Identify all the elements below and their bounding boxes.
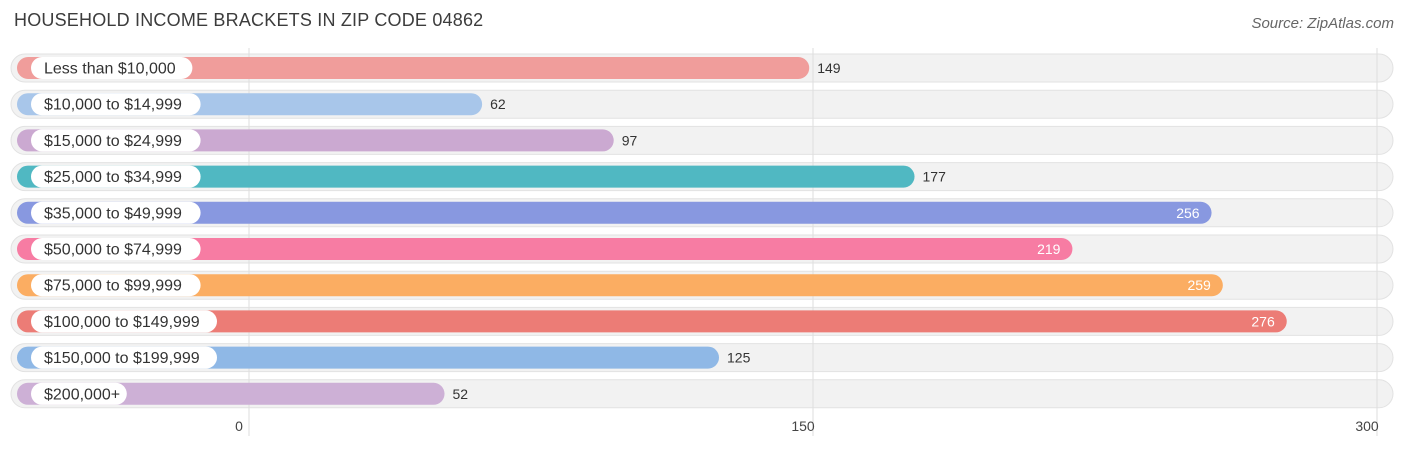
chart-source: Source: ZipAtlas.com (1251, 15, 1394, 32)
category-label: $100,000 to $149,999 (44, 314, 200, 331)
category-pill (31, 129, 201, 152)
value-label: 256 (1176, 205, 1200, 221)
category-pill (31, 57, 193, 79)
value-label: 259 (1187, 277, 1211, 293)
category-pill (31, 274, 201, 297)
value-label: 276 (1251, 313, 1275, 329)
category-pill (31, 238, 201, 260)
category-pill (31, 346, 217, 369)
category-label: Less than $10,000 (44, 61, 176, 78)
category-label: $150,000 to $199,999 (44, 350, 200, 367)
category-pill (31, 310, 217, 333)
value-label: 125 (727, 350, 751, 366)
category-pill (31, 93, 201, 116)
category-label: $25,000 to $34,999 (44, 169, 182, 186)
category-label: $15,000 to $24,999 (44, 133, 182, 150)
category-label: $10,000 to $14,999 (44, 97, 182, 114)
value-label: 97 (622, 132, 638, 148)
category-label: $200,000+ (44, 386, 120, 403)
bar (17, 165, 915, 188)
value-label: 62 (490, 96, 506, 112)
category-pill (31, 382, 127, 405)
category-label: $35,000 to $49,999 (44, 205, 182, 222)
bar (17, 274, 1223, 297)
tick-label: 150 (791, 418, 815, 434)
category-label: $50,000 to $74,999 (44, 242, 182, 259)
value-label: 52 (453, 386, 469, 402)
value-label: 149 (817, 60, 841, 76)
chart-title: HOUSEHOLD INCOME BRACKETS IN ZIP CODE 04… (14, 10, 484, 30)
category-pill (31, 201, 201, 224)
tick-label: 0 (235, 418, 243, 434)
category-label: $75,000 to $99,999 (44, 278, 182, 295)
bar (17, 201, 1212, 224)
bar (17, 238, 1073, 260)
tick-label: 300 (1355, 418, 1379, 434)
bar (17, 310, 1287, 333)
bar (17, 57, 810, 79)
value-label: 219 (1037, 241, 1061, 257)
category-pill (31, 165, 201, 188)
value-label: 177 (923, 169, 947, 185)
